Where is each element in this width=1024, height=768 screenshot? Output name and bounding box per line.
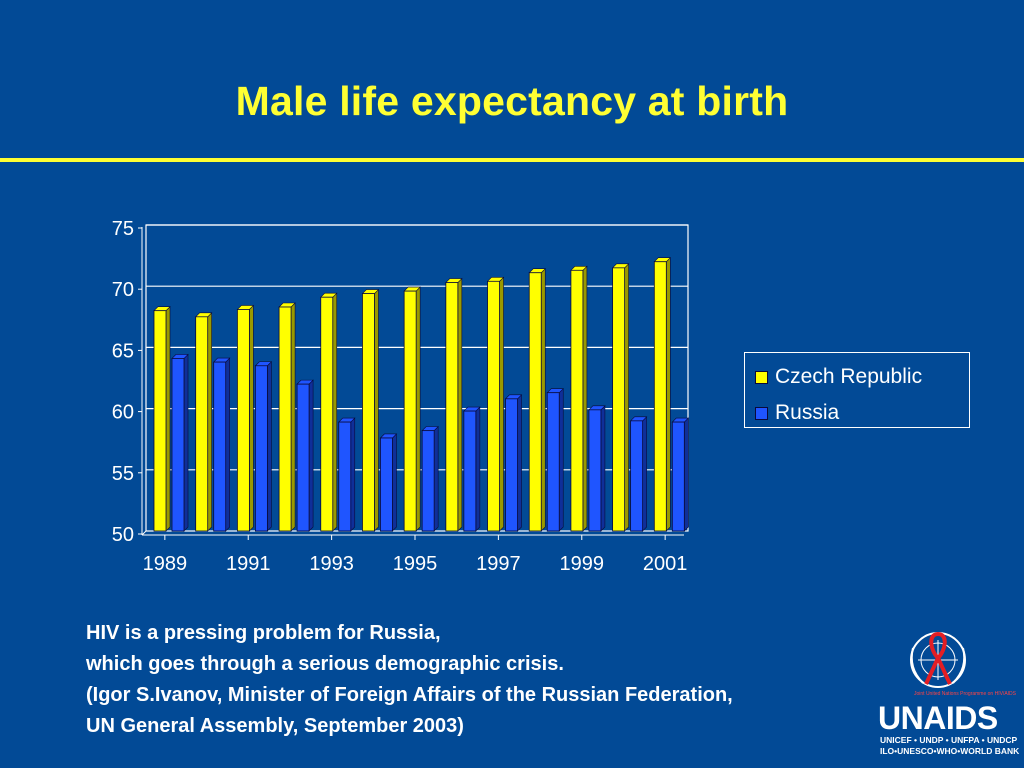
- x-tick-label-1997: 1997: [476, 553, 521, 575]
- bar-czech-1989: [153, 310, 167, 532]
- legend-item-russia: Russia: [755, 401, 839, 425]
- un-emblem-icon: [910, 631, 966, 688]
- bar-czech-1995: [403, 290, 417, 532]
- bar-side-czech-1996: [457, 277, 463, 532]
- logo-cosponsors-2: ILO•UNESCO•WHO•WORLD BANK: [880, 746, 1020, 756]
- x-tick-label-2001: 2001: [643, 553, 688, 575]
- bar-russia-2001: [671, 421, 685, 532]
- y-tick-label-60: 60: [112, 402, 134, 424]
- bar-czech-1991: [236, 309, 250, 532]
- bar-side-russia-2000: [642, 416, 647, 532]
- logo-cosponsors-1: UNICEF • UNDP • UNFPA • UNDCP: [880, 735, 1018, 745]
- bar-russia-1994: [380, 437, 393, 532]
- bar-side-russia-1991: [267, 361, 272, 532]
- bar-side-russia-1989: [183, 353, 189, 532]
- x-tick-label-1991: 1991: [226, 553, 271, 575]
- bar-russia-1993: [338, 421, 352, 532]
- y-tick-label-65: 65: [112, 340, 134, 362]
- legend-swatch-czech: [755, 370, 768, 384]
- bar-czech-1996: [445, 282, 459, 532]
- title-divider: [0, 158, 1024, 162]
- bar-side-czech-2000: [624, 263, 629, 532]
- bar-russia-1990: [213, 361, 227, 532]
- logo-subtitle: Joint United Nations Programme on HIV/AI…: [914, 691, 1016, 697]
- x-tick-label-1995: 1995: [393, 553, 438, 575]
- bar-czech-2001: [653, 261, 667, 532]
- bar-side-czech-1999: [582, 265, 588, 532]
- x-tick-label-1993: 1993: [309, 553, 354, 575]
- bar-russia-1995: [421, 430, 435, 532]
- y-tick-label-50: 50: [112, 524, 134, 546]
- bar-czech-1999: [570, 269, 584, 532]
- bar-side-czech-1995: [415, 286, 421, 532]
- bar-side-russia-1998: [558, 387, 564, 532]
- bar-russia-1991: [254, 365, 268, 532]
- quote-line-2: which goes through a serious demographic…: [86, 653, 564, 675]
- logo-wordmark: UNAIDS: [878, 700, 998, 736]
- bar-side-czech-1991: [249, 304, 254, 532]
- bar-side-russia-1995: [433, 425, 439, 532]
- bar-side-czech-1993: [332, 292, 338, 532]
- bar-russia-1998: [546, 392, 560, 532]
- bar-side-russia-1990: [225, 357, 230, 532]
- bar-czech-2000: [612, 267, 626, 532]
- legend-swatch-russia: [755, 406, 768, 420]
- bar-czech-1998: [528, 272, 542, 532]
- legend-label-czech: Czech Republic: [775, 365, 923, 388]
- bar-side-czech-1994: [374, 288, 379, 532]
- y-tick-label-55: 55: [112, 463, 134, 485]
- quote-block: HIV is a pressing problem for Russia, wh…: [86, 618, 733, 742]
- bar-side-czech-2001: [666, 256, 671, 532]
- x-tick-label-1989: 1989: [143, 553, 188, 575]
- bar-russia-2000: [630, 420, 644, 532]
- legend-label-russia: Russia: [775, 401, 840, 424]
- bar-czech-1997: [487, 280, 500, 532]
- bar-side-russia-1994: [392, 433, 397, 532]
- y-tick-label-75: 75: [112, 218, 134, 240]
- bar-russia-1989: [171, 358, 185, 532]
- bar-side-czech-1998: [540, 268, 546, 532]
- quote-line-4: UN General Assembly, September 2003): [86, 715, 464, 737]
- bar-side-czech-1989: [165, 305, 171, 532]
- bar-russia-1999: [588, 409, 602, 532]
- bar-czech-1992: [278, 306, 292, 532]
- quote-line-1: HIV is a pressing problem for Russia,: [86, 622, 441, 644]
- x-tick-label-1999: 1999: [560, 553, 605, 575]
- axis-corner: [141, 530, 147, 536]
- bar-russia-1996: [463, 410, 477, 532]
- bar-side-russia-1992: [308, 379, 314, 532]
- bar-czech-1990: [195, 316, 209, 532]
- slide-title: Male life expectancy at birth: [235, 78, 789, 124]
- bar-russia-1997: [505, 398, 518, 532]
- unaids-logo: Joint United Nations Programme on HIV/AI…: [868, 628, 1020, 758]
- bar-side-czech-1990: [207, 312, 212, 532]
- legend-item-czech: Czech Republic: [755, 365, 922, 389]
- bar-side-russia-1993: [350, 417, 356, 532]
- bar-side-russia-1999: [600, 405, 606, 532]
- bar-side-russia-1996: [475, 406, 481, 532]
- chart-legend: Czech Republic Russia: [744, 352, 970, 428]
- bar-side-czech-1992: [290, 302, 296, 532]
- bar-side-russia-2001: [684, 417, 689, 532]
- quote-line-3: (Igor S.Ivanov, Minister of Foreign Affa…: [86, 684, 733, 706]
- bar-chart: 50 55 60 65 70 75 1989 1991 1993 1995 1997 1999 2001: [112, 218, 690, 575]
- bar-russia-1992: [296, 383, 310, 532]
- bar-czech-1993: [320, 296, 334, 532]
- bar-side-czech-1997: [499, 276, 504, 532]
- bar-side-russia-1997: [517, 394, 522, 532]
- bar-czech-1994: [362, 293, 375, 532]
- y-tick-label-70: 70: [112, 279, 134, 301]
